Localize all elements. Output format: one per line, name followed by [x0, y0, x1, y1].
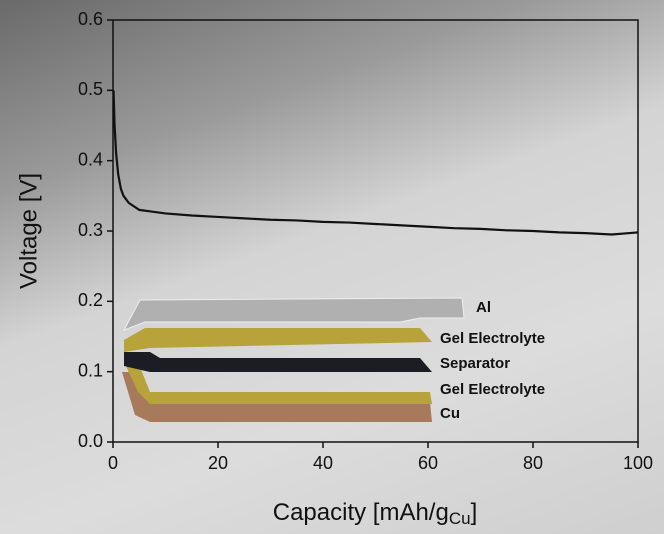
y-tick-label: 0.3: [78, 220, 103, 240]
layer-al: [124, 298, 464, 330]
x-tick-label: 60: [418, 453, 438, 473]
chart: Voltage [V] Capacity [mAh/gCu] Al Gel El…: [0, 0, 664, 534]
y-tick-label: 0.5: [78, 79, 103, 99]
layer-gel-top: [124, 328, 432, 352]
inset-label: Cu: [440, 405, 460, 422]
x-tick-label: 20: [208, 453, 228, 473]
x-label-sub: Cu: [449, 509, 471, 528]
x-axis-label: Capacity [mAh/gCu]: [273, 499, 477, 528]
data-line: [114, 90, 638, 234]
y-axis-label: Voltage [V]: [15, 173, 42, 289]
inset-label: Al: [476, 299, 491, 316]
x-label-main: Capacity [mAh/g: [273, 499, 449, 526]
x-tick-label: 40: [313, 453, 333, 473]
plot-frame: [113, 20, 638, 442]
inset-label: Separator: [440, 355, 510, 372]
y-tick-label: 0.4: [78, 149, 103, 169]
x-label-end: ]: [471, 499, 478, 526]
y-tick-label: 0.2: [78, 290, 103, 310]
x-tick-label: 0: [108, 453, 118, 473]
inset-label: Gel Electrolyte: [440, 330, 545, 347]
y-tick-label: 0.1: [78, 360, 103, 380]
x-tick-label: 100: [623, 453, 653, 473]
inset-label: Gel Electrolyte: [440, 381, 545, 398]
x-tick-label: 80: [523, 453, 543, 473]
y-tick-label: 0.6: [78, 9, 103, 29]
y-tick-label: 0.0: [78, 431, 103, 451]
inset-diagram: Al Gel Electrolyte Separator Gel Electro…: [122, 298, 545, 422]
layer-separator: [124, 352, 432, 372]
